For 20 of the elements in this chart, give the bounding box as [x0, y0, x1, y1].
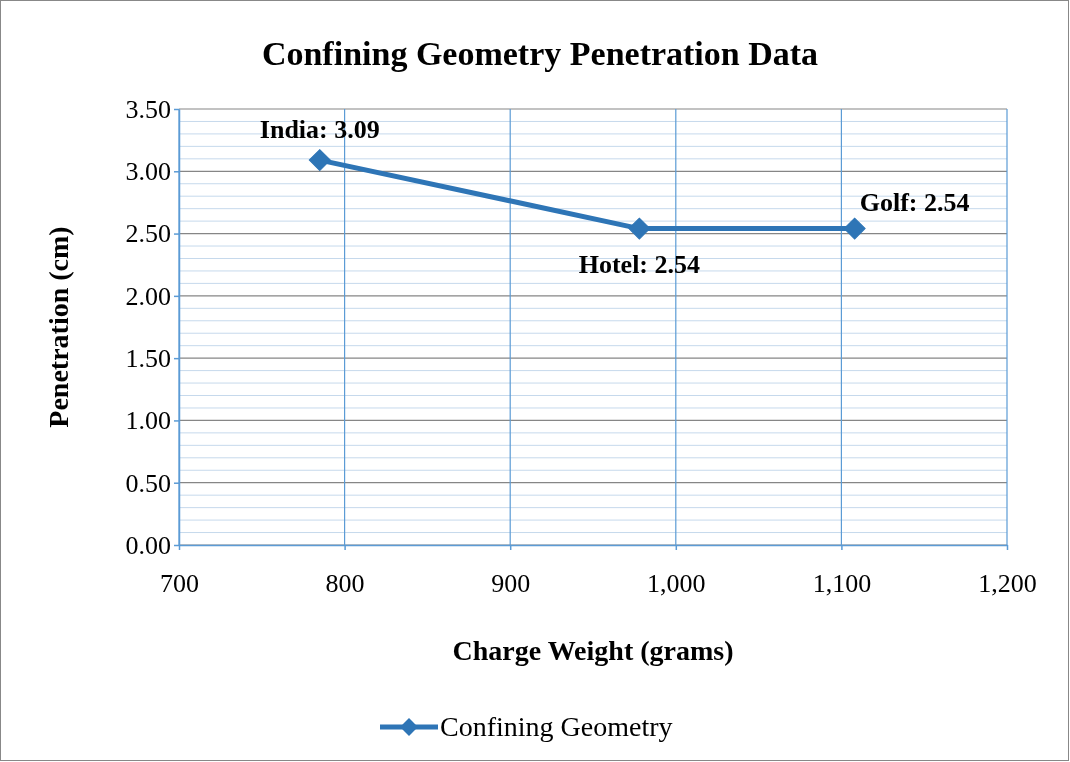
x-tick-label: 1,000 — [647, 569, 706, 598]
x-tick-label: 1,200 — [978, 569, 1037, 598]
data-label: Hotel: 2.54 — [578, 249, 701, 279]
y-tick-label: 3.00 — [125, 157, 171, 187]
y-tick-label: 1.00 — [125, 406, 171, 436]
x-tick-label: 800 — [325, 569, 365, 598]
y-tick-label: 1.50 — [125, 343, 171, 373]
y-axis-title: Penetration (cm) — [43, 226, 74, 428]
x-axis-title: Charge Weight (grams) — [452, 635, 734, 666]
data-label: Golf: 2.54 — [859, 187, 970, 217]
y-tick-label: 0.50 — [125, 468, 171, 498]
x-tick-label: 1,100 — [812, 569, 872, 598]
legend-label: Confining Geometry — [440, 711, 673, 742]
x-tick-label: 900 — [491, 569, 531, 598]
y-tick-label: 0.00 — [125, 530, 171, 560]
y-tick-label: 3.50 — [125, 94, 171, 124]
x-tick-label: 700 — [160, 569, 199, 598]
chart-title: Confining Geometry Penetration Data — [261, 35, 819, 72]
y-tick-label: 2.50 — [125, 219, 171, 249]
y-tick-label: 2.00 — [125, 281, 171, 311]
